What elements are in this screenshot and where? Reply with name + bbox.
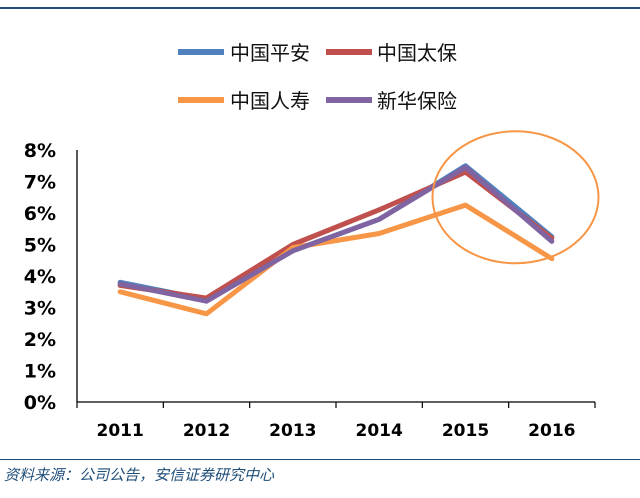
y-tick-label: 5%: [24, 235, 56, 257]
y-tick-label: 3%: [24, 298, 56, 320]
y-axis-ticks: 0% 1% 2% 3% 4% 5% 6% 7% 8%: [24, 140, 56, 414]
legend-item-1: 中国太保: [326, 41, 457, 65]
y-tick-label: 4%: [24, 266, 56, 288]
x-tick-label: 2014: [356, 421, 403, 441]
highlight-ellipse: [431, 130, 600, 265]
x-tick-label: 2011: [97, 421, 144, 441]
x-tick-label: 2013: [269, 421, 316, 441]
legend-label-0: 中国平安: [230, 41, 310, 65]
source-note: 资料来源：公司公告，安信证券研究中心: [4, 466, 275, 484]
highlight-annotation: [431, 130, 600, 265]
y-tick-label: 7%: [24, 172, 56, 194]
legend: 中国平安 中国太保 中国人寿 新华保险: [178, 41, 457, 113]
bottom-rule: [0, 459, 640, 460]
x-tick-label: 2016: [528, 421, 575, 441]
legend-item-0: 中国平安: [178, 41, 310, 65]
legend-label-3: 新华保险: [377, 89, 457, 113]
x-tick-label: 2012: [183, 421, 230, 441]
series-line-2: [117, 202, 555, 317]
y-tick-label: 2%: [24, 329, 56, 351]
series-line-3: [117, 164, 555, 304]
y-tick-label: 6%: [24, 203, 56, 225]
top-rule: [0, 7, 640, 9]
legend-item-2: 中国人寿: [178, 89, 310, 113]
x-tick-label: 2015: [442, 421, 489, 441]
x-axis-ticks: 2011 2012 2013 2014 2015 2016: [97, 421, 576, 441]
y-tick-label: 0%: [24, 392, 56, 414]
y-tick-label: 8%: [24, 140, 56, 162]
line-chart: 中国平安 中国太保 中国人寿 新华保险 0% 1% 2% 3% 4% 5% 6% 7% 8% 2…: [24, 41, 600, 441]
legend-item-3: 新华保险: [326, 89, 457, 113]
legend-label-1: 中国太保: [377, 41, 457, 65]
y-tick-label: 1%: [24, 361, 56, 383]
axes: [76, 150, 596, 408]
legend-label-2: 中国人寿: [230, 89, 310, 113]
series-lines: [117, 163, 555, 317]
